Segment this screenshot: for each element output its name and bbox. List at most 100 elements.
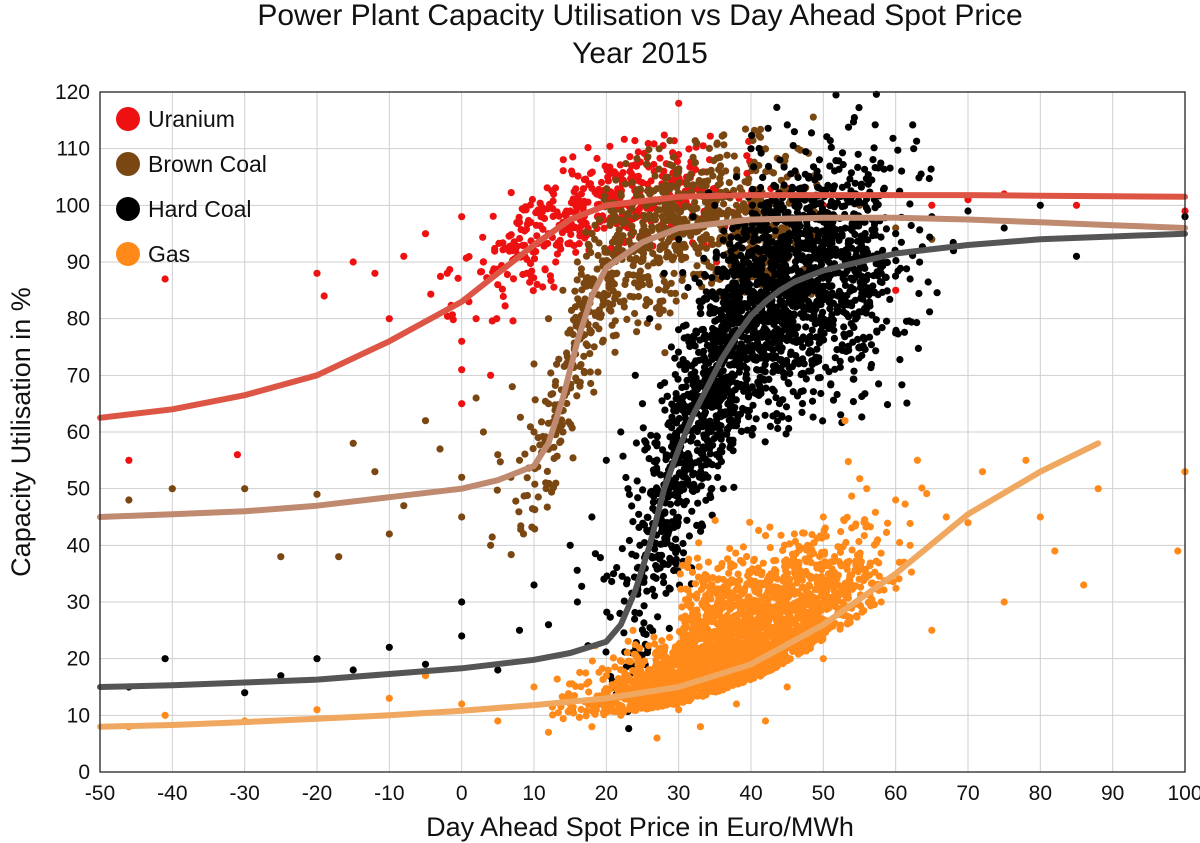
hard-coal-point: [748, 383, 756, 391]
uranium-point: [588, 184, 596, 192]
hard-coal-point: [679, 549, 688, 557]
uranium-point: [706, 132, 714, 140]
brown-coal-point: [604, 291, 612, 299]
hard-coal-point: [855, 104, 863, 112]
hard-coal-point: [855, 270, 863, 278]
hard-coal-point: [738, 263, 746, 271]
uranium-point: [487, 371, 495, 379]
brown-coal-point: [400, 502, 408, 510]
brown-coal-point: [605, 305, 613, 313]
uranium-point: [675, 99, 683, 107]
hard-coal-point: [802, 323, 810, 331]
hard-coal-point: [695, 356, 703, 364]
hard-coal-point: [713, 251, 721, 259]
brown-coal-point: [709, 172, 717, 180]
hard-coal-point: [750, 317, 758, 325]
brown-coal-point: [168, 485, 176, 493]
hard-coal-point: [701, 410, 709, 418]
hard-coal-point: [620, 597, 628, 605]
hard-coal-point: [861, 165, 869, 173]
brown-coal-point: [661, 286, 669, 294]
gas-point: [884, 519, 892, 527]
hard-coal-point: [591, 550, 600, 558]
hard-coal-point: [783, 336, 791, 345]
hard-coal-point: [892, 230, 900, 238]
uranium-point: [550, 190, 558, 198]
hard-coal-point: [602, 648, 610, 656]
brown-coal-point: [638, 274, 646, 282]
hard-coal-point: [862, 305, 871, 313]
brown-coal-point: [488, 533, 496, 541]
brown-coal-point: [629, 178, 637, 186]
brown-coal-point: [494, 451, 502, 459]
hard-coal-point: [808, 237, 817, 245]
brown-coal-point: [523, 474, 531, 482]
chart-title: Power Plant Capacity Utilisation vs Day …: [257, 0, 1022, 32]
hard-coal-point: [846, 175, 854, 183]
hard-coal-point: [641, 446, 649, 454]
brown-coal-point: [549, 484, 558, 492]
hard-coal-point: [756, 274, 765, 282]
gas-point: [549, 711, 557, 719]
hard-coal-point: [829, 396, 838, 404]
hard-coal-point: [798, 400, 807, 408]
hard-coal-point: [747, 145, 755, 153]
hard-coal-point: [738, 427, 746, 435]
hard-coal-point: [898, 167, 906, 175]
gas-point: [553, 675, 561, 683]
hard-coal-point: [845, 330, 853, 338]
hard-coal-point: [805, 367, 813, 375]
hard-coal-point: [753, 257, 761, 265]
brown-coal-point: [621, 180, 630, 188]
uranium-point: [499, 292, 507, 301]
gas-point: [678, 561, 686, 570]
uranium-point: [559, 167, 567, 175]
hard-coal-point: [841, 224, 849, 232]
hard-coal-point: [926, 233, 934, 241]
hard-coal-point: [723, 385, 731, 393]
hard-coal-point: [742, 374, 750, 382]
hard-coal-point: [809, 413, 817, 421]
hard-coal-point: [772, 207, 780, 215]
uranium-point: [385, 315, 393, 323]
brown-coal-point: [716, 162, 725, 170]
hard-coal-point: [772, 352, 780, 360]
hard-coal-point: [683, 376, 691, 384]
hard-coal-point: [819, 238, 828, 246]
brown-coal-point: [590, 275, 598, 283]
brown-coal-point: [586, 368, 594, 376]
hard-coal-point: [732, 173, 741, 181]
brown-coal-point: [675, 207, 683, 215]
hard-coal-point: [780, 181, 788, 189]
hard-coal-point: [650, 469, 658, 477]
hard-coal-point: [752, 353, 760, 361]
hard-coal-point: [851, 179, 859, 187]
hard-coal-point: [663, 535, 671, 543]
brown-coal-point: [620, 303, 628, 311]
hard-coal-point: [828, 246, 836, 254]
hard-coal-point: [814, 250, 822, 258]
uranium-point: [553, 250, 562, 258]
hard-coal-point: [719, 367, 727, 375]
hard-coal-point: [659, 572, 668, 581]
gas-point: [856, 475, 864, 483]
hard-coal-point: [838, 341, 846, 349]
gas-point: [588, 657, 597, 665]
brown-coal-point: [628, 222, 636, 230]
hard-coal-point: [839, 293, 847, 301]
hard-coal-point: [678, 480, 686, 488]
hard-coal-point: [639, 519, 647, 527]
hard-coal-point: [724, 400, 732, 408]
hard-coal-point: [610, 570, 618, 578]
uranium-point: [610, 168, 619, 176]
hard-coal-point: [704, 359, 712, 367]
gas-point: [861, 516, 869, 524]
brown-coal-point: [636, 232, 644, 240]
brown-coal-point: [313, 490, 321, 498]
hard-coal-point: [726, 395, 735, 403]
hard-coal-point: [826, 137, 834, 145]
hard-coal-point: [791, 202, 799, 210]
hard-coal-point: [738, 342, 747, 351]
hard-coal-point: [683, 516, 691, 524]
hard-coal-point: [717, 422, 725, 430]
